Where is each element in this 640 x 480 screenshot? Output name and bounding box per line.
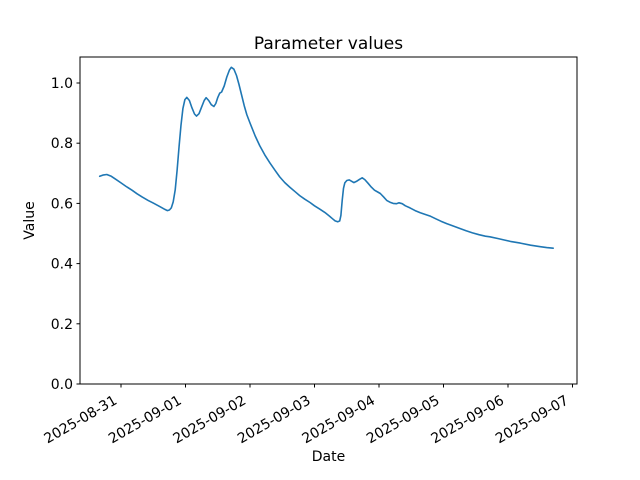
x-tick-label: 2025-09-07 [493,393,571,448]
y-tick-label: 0.8 [51,136,73,152]
y-tick-label: 0.4 [51,257,73,273]
data-line-parameter-value [98,66,555,249]
y-axis-label: Value [22,201,38,239]
y-tick-label: 1.0 [51,76,73,92]
chart-title: Parameter values [254,34,403,54]
y-tick-label: 0.6 [51,196,73,212]
plot-border [79,56,578,385]
x-axis-label: Date [312,449,345,465]
y-tick-label: 0.2 [51,317,73,333]
y-tick-label: 0.0 [51,377,73,393]
plot-area: 2025-08-312025-09-012025-09-022025-09-03… [42,56,578,448]
